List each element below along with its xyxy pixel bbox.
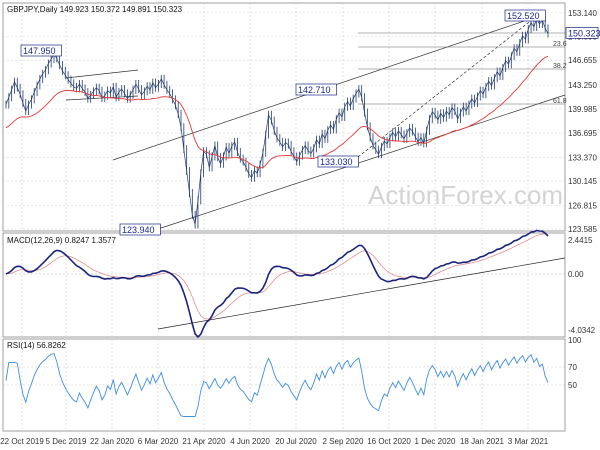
x-tick-label: 20 Jul 2020 bbox=[275, 437, 317, 446]
macd-panel bbox=[2, 232, 566, 338]
price-tick-label: 139.985 bbox=[568, 105, 597, 114]
dashed-fib-diagonal bbox=[357, 14, 539, 158]
watermark: ActionForex.com bbox=[368, 180, 563, 210]
price-tick-label: 146.655 bbox=[568, 56, 597, 65]
price-line bbox=[5, 18, 549, 225]
x-tick-label: 5 Dec 2019 bbox=[46, 437, 87, 446]
rsi-header: RSI(14) 56.8262 bbox=[7, 341, 66, 350]
price-callout-box bbox=[317, 155, 359, 168]
price-tick-label: 126.815 bbox=[568, 201, 597, 210]
price-callout-box bbox=[295, 83, 337, 96]
price-callout-box bbox=[20, 44, 62, 57]
x-tick-label: 18 Jan 2021 bbox=[460, 437, 505, 446]
macd-trendline bbox=[157, 257, 566, 330]
price-callout-label: 142.710 bbox=[298, 85, 331, 95]
price-tick-label: 123.585 bbox=[568, 225, 597, 234]
macd-line bbox=[5, 229, 549, 339]
macd-tick-label: -4.0342 bbox=[568, 326, 596, 335]
last-price-box bbox=[565, 27, 599, 39]
x-tick-label: 6 Mar 2020 bbox=[138, 437, 179, 446]
rsi-tick-label: 100 bbox=[568, 336, 582, 345]
price-callout-label: 152.520 bbox=[507, 11, 540, 21]
x-tick-label: 16 Oct 2020 bbox=[367, 437, 411, 446]
macd-tick-label: 2.4415 bbox=[568, 236, 593, 245]
fib-level-label: 61.8 bbox=[553, 98, 567, 105]
rsi-line bbox=[5, 352, 549, 417]
macd-header: MACD(12,26,9) 0.8247 1.3577 bbox=[7, 236, 117, 245]
rsi-tick-label: 70 bbox=[568, 363, 577, 372]
x-tick-label: 22 Oct 2019 bbox=[0, 437, 44, 446]
rsi-tick-label: 50 bbox=[568, 381, 577, 390]
fib-level-label: 38.2 bbox=[553, 63, 567, 70]
x-tick-label: 4 Jun 2020 bbox=[230, 437, 270, 446]
x-tick-label: 3 Mar 2021 bbox=[508, 437, 549, 446]
price-callout-box bbox=[504, 9, 546, 22]
macd-tick-label: 0.00 bbox=[568, 270, 584, 279]
price-tick-label: 136.695 bbox=[568, 129, 597, 138]
last-price-label: 150.323 bbox=[568, 28, 600, 38]
moving-average-line bbox=[5, 55, 549, 169]
pattern-top-line bbox=[65, 69, 139, 79]
price-callout-label: 147.950 bbox=[23, 46, 56, 56]
price-tick-label: 153.140 bbox=[568, 9, 597, 18]
channel-lower-line bbox=[157, 94, 566, 230]
price-tick-label: 133.370 bbox=[568, 153, 597, 162]
x-tick-label: 22 Jan 2020 bbox=[90, 437, 135, 446]
price-tick-label: 130.145 bbox=[568, 177, 597, 186]
macd-signal-line bbox=[5, 233, 549, 320]
x-tick-label: 21 Apr 2020 bbox=[182, 437, 226, 446]
price-panel bbox=[2, 2, 566, 232]
fib-level-label: 23.6 bbox=[553, 41, 567, 48]
price-header: GBPJPY,Daily 149.923 150.372 149.891 150… bbox=[7, 5, 183, 14]
x-tick-label: 2 Sep 2020 bbox=[323, 437, 364, 446]
price-callout-label: 123.940 bbox=[122, 225, 155, 235]
price-callout-label: 133.030 bbox=[320, 157, 353, 167]
price-callout-box bbox=[119, 223, 161, 236]
x-tick-label: 1 Dec 2020 bbox=[415, 437, 456, 446]
price-tick-label: 143.250 bbox=[568, 81, 597, 90]
